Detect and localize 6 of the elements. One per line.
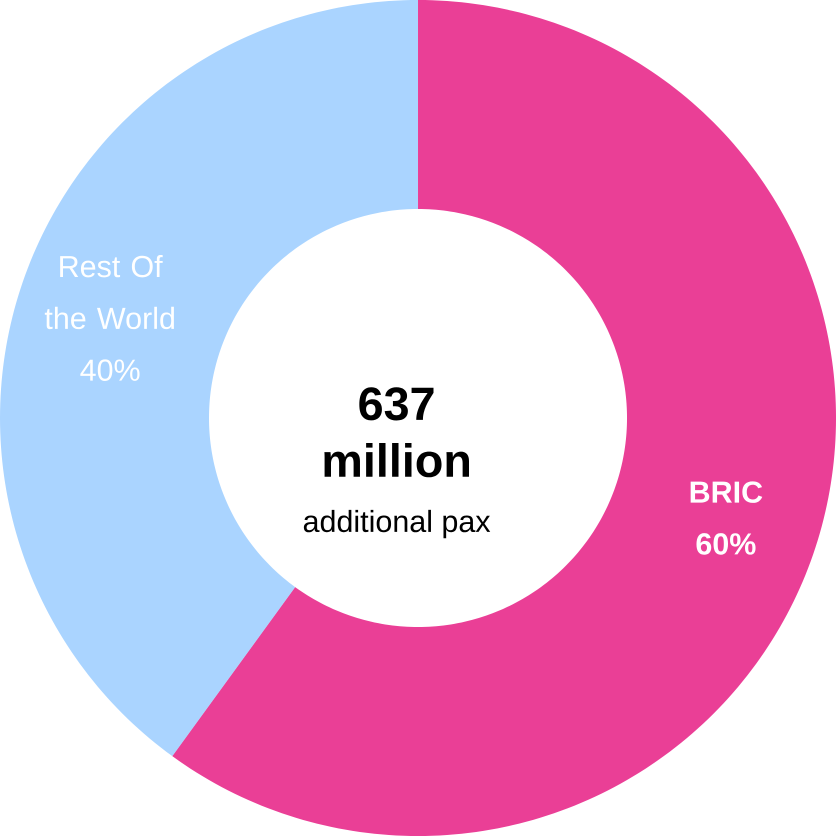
text: 637 million: [324, 387, 470, 478]
data-label: 40%: [80, 359, 140, 381]
slice-label: BRIC: [690, 481, 762, 503]
slice-label: Rest Of the World: [44, 255, 174, 330]
text: additional pax: [304, 510, 490, 538]
data-label: 60%: [696, 533, 756, 555]
